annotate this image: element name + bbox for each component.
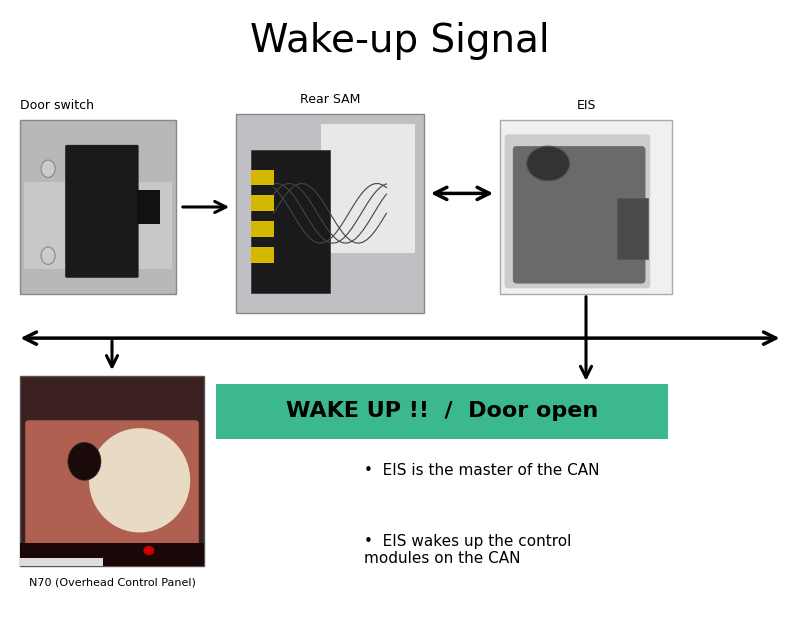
FancyBboxPatch shape xyxy=(20,120,176,294)
Text: Door switch: Door switch xyxy=(20,99,94,112)
Text: N70 (Overhead Control Panel): N70 (Overhead Control Panel) xyxy=(29,577,195,587)
FancyBboxPatch shape xyxy=(251,221,274,237)
FancyBboxPatch shape xyxy=(251,150,330,293)
FancyBboxPatch shape xyxy=(26,420,199,550)
FancyBboxPatch shape xyxy=(236,114,424,313)
Text: WAKE UP !!  /  Door open: WAKE UP !! / Door open xyxy=(286,401,598,422)
FancyBboxPatch shape xyxy=(500,120,672,294)
FancyBboxPatch shape xyxy=(20,543,204,566)
FancyBboxPatch shape xyxy=(24,181,172,269)
FancyBboxPatch shape xyxy=(251,247,274,263)
Text: Wake-up Signal: Wake-up Signal xyxy=(250,22,550,60)
FancyBboxPatch shape xyxy=(514,147,645,283)
Ellipse shape xyxy=(41,247,55,264)
Text: Rear SAM: Rear SAM xyxy=(300,93,360,106)
FancyBboxPatch shape xyxy=(251,169,274,185)
Ellipse shape xyxy=(89,428,190,532)
FancyBboxPatch shape xyxy=(20,558,102,566)
Ellipse shape xyxy=(41,160,55,178)
Ellipse shape xyxy=(526,146,570,181)
Text: •  EIS wakes up the control
modules on the CAN: • EIS wakes up the control modules on th… xyxy=(364,534,571,566)
FancyBboxPatch shape xyxy=(321,124,414,253)
FancyBboxPatch shape xyxy=(251,195,274,211)
Ellipse shape xyxy=(68,442,101,480)
FancyBboxPatch shape xyxy=(137,190,160,224)
FancyBboxPatch shape xyxy=(216,384,668,439)
Ellipse shape xyxy=(143,545,154,555)
FancyBboxPatch shape xyxy=(617,198,648,259)
Text: •  EIS is the master of the CAN: • EIS is the master of the CAN xyxy=(364,463,599,478)
FancyBboxPatch shape xyxy=(65,145,138,278)
Text: EIS: EIS xyxy=(576,99,596,112)
FancyBboxPatch shape xyxy=(20,376,204,566)
FancyBboxPatch shape xyxy=(505,134,650,288)
